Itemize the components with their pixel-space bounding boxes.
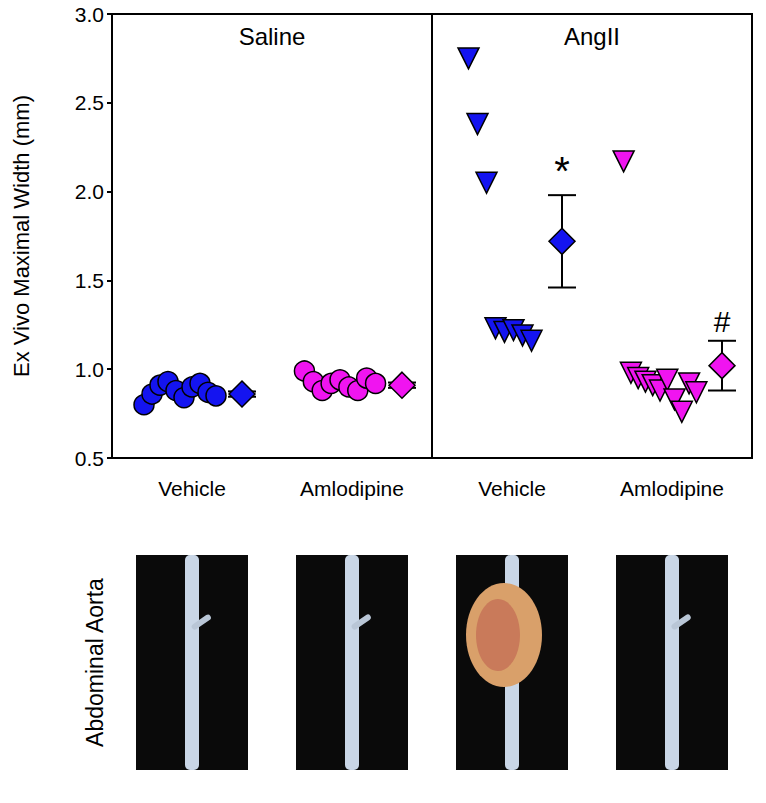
svg-text:2.0: 2.0	[75, 180, 104, 203]
svg-text:*: *	[554, 149, 570, 193]
svg-text:0.5: 0.5	[75, 447, 104, 470]
svg-text:Amlodipine: Amlodipine	[620, 477, 724, 500]
svg-text:3.0: 3.0	[75, 3, 104, 26]
svg-text:Vehicle: Vehicle	[478, 477, 546, 500]
svg-text:#: #	[714, 305, 731, 338]
svg-text:2.5: 2.5	[75, 91, 104, 114]
svg-text:Abdominal Aorta: Abdominal Aorta	[82, 578, 108, 747]
svg-text:1.0: 1.0	[75, 358, 104, 381]
svg-text:AngII: AngII	[564, 23, 620, 50]
svg-text:Amlodipine: Amlodipine	[300, 477, 404, 500]
svg-text:Vehicle: Vehicle	[158, 477, 226, 500]
svg-text:Saline: Saline	[239, 23, 306, 50]
svg-text:Ex Vivo Maximal Width (mm): Ex Vivo Maximal Width (mm)	[9, 95, 34, 377]
svg-text:1.5: 1.5	[75, 269, 104, 292]
